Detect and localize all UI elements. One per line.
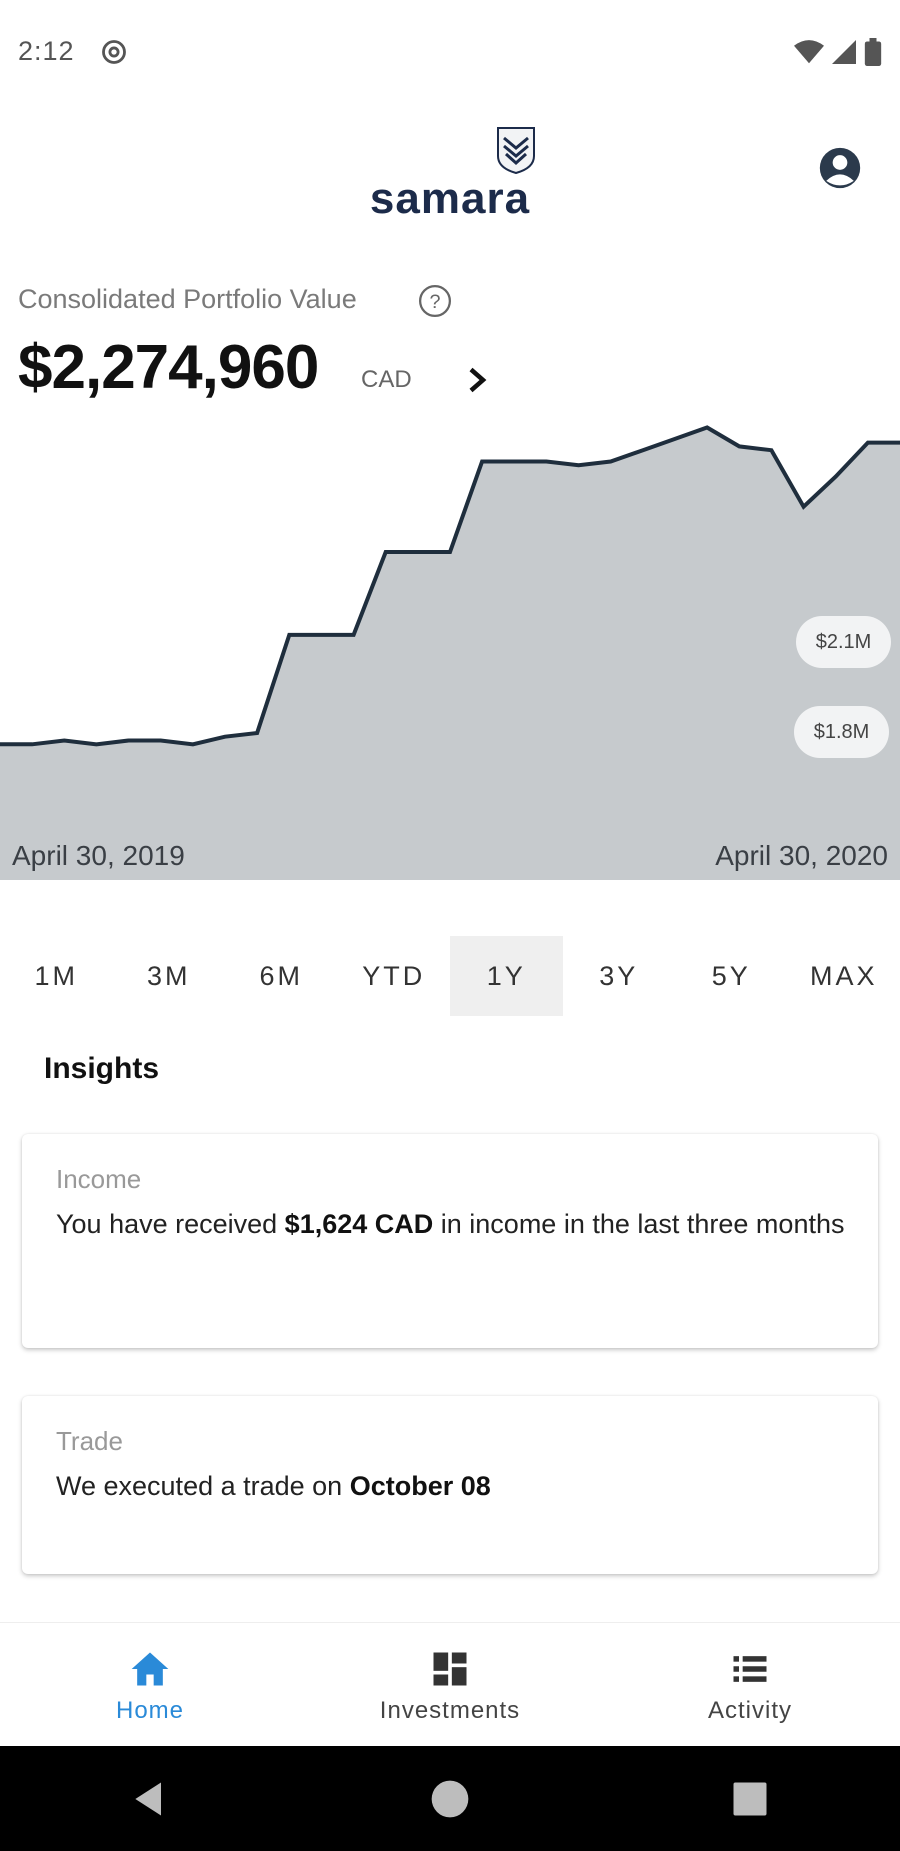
system-navigation-bar	[0, 1746, 900, 1851]
at-sign-icon	[102, 40, 126, 64]
insights-title: Insights	[44, 1052, 160, 1085]
card-body-text: You have received	[56, 1209, 285, 1239]
nav-home[interactable]: Home	[0, 1623, 300, 1747]
card-body-text: We executed a trade on	[56, 1471, 350, 1501]
battery-icon	[864, 38, 882, 66]
nav-activity[interactable]: Activity	[600, 1623, 900, 1747]
portfolio-value: $2,274,960	[18, 333, 319, 402]
bottom-navigation: Home Investments Activity	[0, 1622, 900, 1747]
card-body: We executed a trade on October 08	[56, 1468, 856, 1504]
range-ytd[interactable]: YTD	[362, 961, 426, 991]
chevron-right-icon[interactable]	[462, 362, 492, 398]
chart-start-date: April 30, 2019	[12, 840, 185, 871]
chart-end-date: April 30, 2020	[715, 840, 888, 871]
logo-shield-icon	[497, 127, 535, 174]
y-tick-label-2-1m: $2.1M	[796, 616, 891, 668]
card-title: Trade	[56, 1426, 123, 1456]
wifi-icon	[794, 40, 824, 64]
nav-label-investments: Investments	[379, 1697, 521, 1724]
portfolio-currency: CAD	[361, 366, 412, 393]
status-time: 2:12	[18, 36, 75, 66]
help-icon[interactable]: ?	[418, 284, 452, 318]
home-icon	[131, 1652, 169, 1686]
brand-name: samara	[369, 174, 531, 223]
y-tick-label-1-8m: $1.8M	[794, 706, 889, 758]
range-1y[interactable]: 1Y	[450, 936, 563, 1016]
portfolio-label: Consolidated Portfolio Value	[18, 284, 357, 314]
card-body-text: in income in the last three months	[433, 1209, 845, 1239]
dashboard-icon	[433, 1652, 467, 1686]
card-body-highlight: $1,624 CAD	[284, 1209, 434, 1239]
back-icon[interactable]	[128, 1777, 172, 1821]
card-body-highlight: October 08	[349, 1471, 491, 1501]
svg-text:?: ?	[429, 291, 440, 313]
portfolio-chart[interactable]	[0, 420, 900, 880]
nav-label-activity: Activity	[707, 1697, 792, 1724]
range-6m[interactable]: 6M	[259, 961, 303, 991]
chart-line	[0, 425, 900, 747]
recents-icon[interactable]	[728, 1777, 772, 1821]
card-title: Income	[56, 1164, 142, 1194]
chart-area	[0, 427, 900, 880]
account-icon[interactable]	[818, 146, 862, 190]
range-5y[interactable]: 5Y	[711, 961, 751, 991]
range-3m[interactable]: 3M	[146, 961, 191, 991]
home-circle-icon[interactable]	[428, 1777, 472, 1821]
samara-logo: samara	[360, 126, 540, 223]
range-selector: 1M 3M 6M YTD 1Y 3Y 5Y MAX	[0, 936, 900, 1016]
range-max[interactable]: MAX	[809, 961, 878, 991]
range-3y[interactable]: 3Y	[599, 961, 639, 991]
status-icons	[794, 38, 882, 66]
nav-label-home: Home	[115, 1697, 185, 1724]
card-body: You have received $1,624 CAD in income i…	[56, 1206, 856, 1242]
insight-card-trade[interactable]: Trade We executed a trade on October 08	[22, 1396, 878, 1574]
insight-card-income[interactable]: Income You have received $1,624 CAD in i…	[22, 1134, 878, 1348]
signal-icon	[832, 40, 856, 64]
range-1m[interactable]: 1M	[34, 961, 78, 991]
nav-investments[interactable]: Investments	[300, 1623, 600, 1747]
list-icon	[733, 1656, 767, 1682]
